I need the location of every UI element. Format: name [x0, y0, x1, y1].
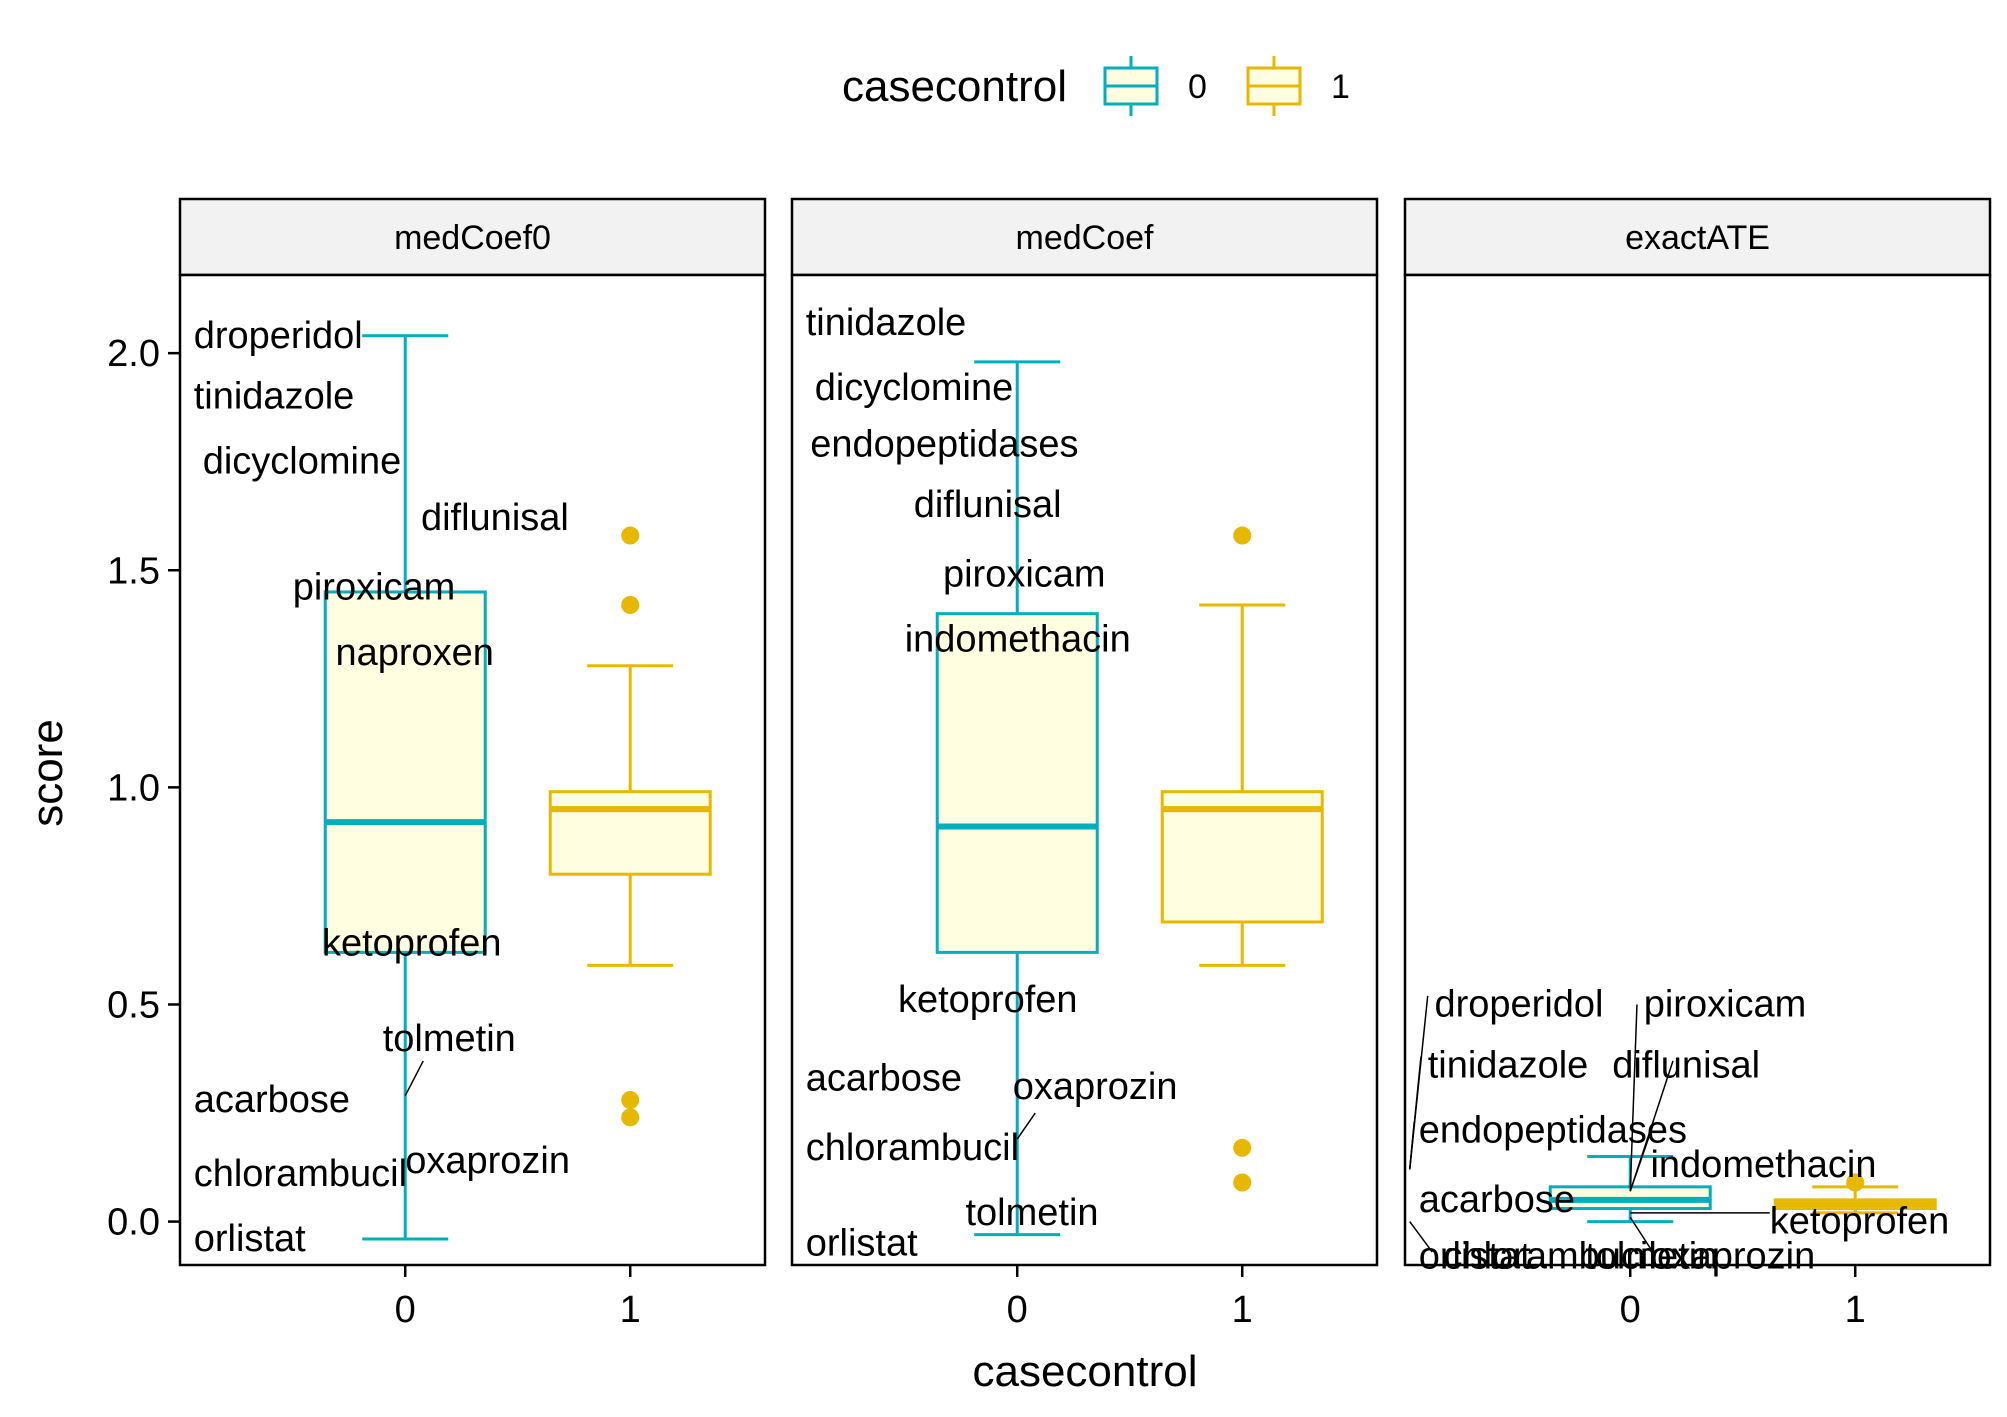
outlier-point [1233, 1138, 1252, 1157]
facet-strip [790, 197, 1379, 277]
outlier-point [621, 1091, 640, 1109]
facet-medCoef0: medCoef0 droperidol tinidazole dicyclomine d… [178, 197, 767, 1331]
outlier-point [1233, 1173, 1252, 1192]
legend-title: casecontrol [842, 62, 1067, 111]
box-group-1 [548, 526, 712, 1127]
label-ketoprofen: ketoprofen [1770, 1201, 1950, 1243]
label-chlorambucil: chlorambucil [1443, 1235, 1656, 1277]
facet-medCoef: medCoef tinidazole dicyclomine endopeptidas… [790, 197, 1379, 1331]
outlier-point [1846, 1173, 1865, 1192]
label-oxaprozin: oxaprozin [1013, 1066, 1178, 1108]
box [323, 590, 487, 954]
facet-panel [1403, 273, 1992, 1267]
y-tick-label: 0.0 [107, 1202, 160, 1244]
box-group-1 [1160, 526, 1324, 1192]
label-orlistat: orlistat [1419, 1235, 1531, 1277]
label-dicyclomine: dicyclomine [815, 367, 1014, 409]
label-tolmetin: tolmetin [383, 1018, 516, 1060]
label-droperidol: droperidol [194, 315, 363, 357]
box [935, 612, 1099, 954]
label-ketoprofen: ketoprofen [322, 923, 502, 965]
label-chlorambucil: chlorambucil [806, 1127, 1019, 1169]
label-piroxicam: piroxicam [293, 567, 456, 609]
leader-line [404, 1060, 424, 1097]
x-tick-label: 1 [1845, 1289, 1866, 1331]
outlier-point [621, 526, 640, 545]
box [548, 790, 712, 876]
leader-line [1629, 1004, 1638, 1192]
y-tick-label: 2.0 [107, 333, 160, 375]
facet-strip-label: exactATE [1625, 219, 1770, 257]
label-tolmetin: tolmetin [1585, 1235, 1718, 1277]
label-piroxicam: piroxicam [1644, 983, 1807, 1025]
label-oxaprozin: oxaprozin [1650, 1235, 1815, 1277]
legend-key-1: 1 [1246, 56, 1350, 116]
label-orlistat: orlistat [806, 1222, 918, 1264]
leader-line [1409, 1221, 1433, 1253]
label-acarbose: acarbose [194, 1079, 350, 1121]
legend-label: 1 [1331, 68, 1350, 106]
label-chlorambucil: chlorambucil [194, 1153, 407, 1195]
label-dicyclomine: dicyclomine [203, 441, 402, 483]
label-piroxicam: piroxicam [943, 554, 1106, 596]
label-droperidol: droperidol [1434, 983, 1603, 1025]
facet-strip [1403, 197, 1992, 277]
x-tick-label: 1 [1232, 1289, 1253, 1331]
facet-strip-label: medCoef [1016, 219, 1155, 257]
label-tinidazole: tinidazole [194, 376, 355, 418]
facet-strip-label: medCoef0 [394, 219, 551, 257]
legend-label: 0 [1188, 68, 1207, 106]
box [1160, 790, 1324, 924]
box-group-1 [1773, 1173, 1937, 1215]
x-tick-label: 0 [1620, 1289, 1641, 1331]
x-tick-label: 0 [395, 1289, 416, 1331]
x-axis-label: casecontrol [972, 1347, 1197, 1396]
y-tick-label: 0.5 [107, 984, 160, 1026]
y-tick-label: 1.0 [107, 767, 160, 809]
label-indomethacin: indomethacin [1650, 1144, 1876, 1186]
legend-key-0: 0 [1103, 56, 1207, 116]
box-group-0 [1548, 1154, 1712, 1224]
label-indomethacin: indomethacin [905, 619, 1131, 661]
y-axis: 0.0 0.5 1.0 1.5 2.0 [107, 333, 180, 1244]
facet-strip [178, 197, 767, 277]
outlier-point [621, 1108, 640, 1127]
label-diflunisal: diflunisal [421, 497, 569, 539]
x-tick-label: 0 [1007, 1289, 1028, 1331]
label-acarbose: acarbose [806, 1057, 962, 1099]
y-tick-label: 1.5 [107, 550, 160, 592]
label-tolmetin: tolmetin [965, 1192, 1098, 1234]
label-orlistat: orlistat [194, 1218, 306, 1260]
label-ketoprofen: ketoprofen [898, 979, 1078, 1021]
label-tinidazole: tinidazole [1428, 1044, 1589, 1086]
label-diflunisal: diflunisal [1612, 1044, 1760, 1086]
leader-line [1629, 1125, 1654, 1192]
leader-line [1408, 1121, 1415, 1170]
box-group-0 [935, 360, 1099, 1237]
y-axis-label: score [23, 719, 72, 827]
leader-line [1016, 1112, 1036, 1140]
outlier-point [621, 596, 640, 614]
label-endopeptidases: endopeptidases [810, 423, 1078, 465]
box-group-0 [323, 334, 487, 1241]
label-diflunisal: diflunisal [914, 484, 1062, 526]
label-tinidazole: tinidazole [806, 302, 967, 344]
legend: casecontrol 0 1 [842, 56, 1350, 116]
label-endopeptidases: endopeptidases [1419, 1109, 1687, 1151]
label-oxaprozin: oxaprozin [405, 1140, 570, 1182]
label-naproxen: naproxen [335, 632, 493, 674]
label-acarbose: acarbose [1419, 1179, 1575, 1221]
facet-exactATE: exactATE droperidol piroxicam tinidazole dif… [1403, 197, 1992, 1331]
leader-line [1629, 1216, 1654, 1253]
outlier-point [1233, 526, 1252, 545]
x-tick-label: 1 [620, 1289, 641, 1331]
